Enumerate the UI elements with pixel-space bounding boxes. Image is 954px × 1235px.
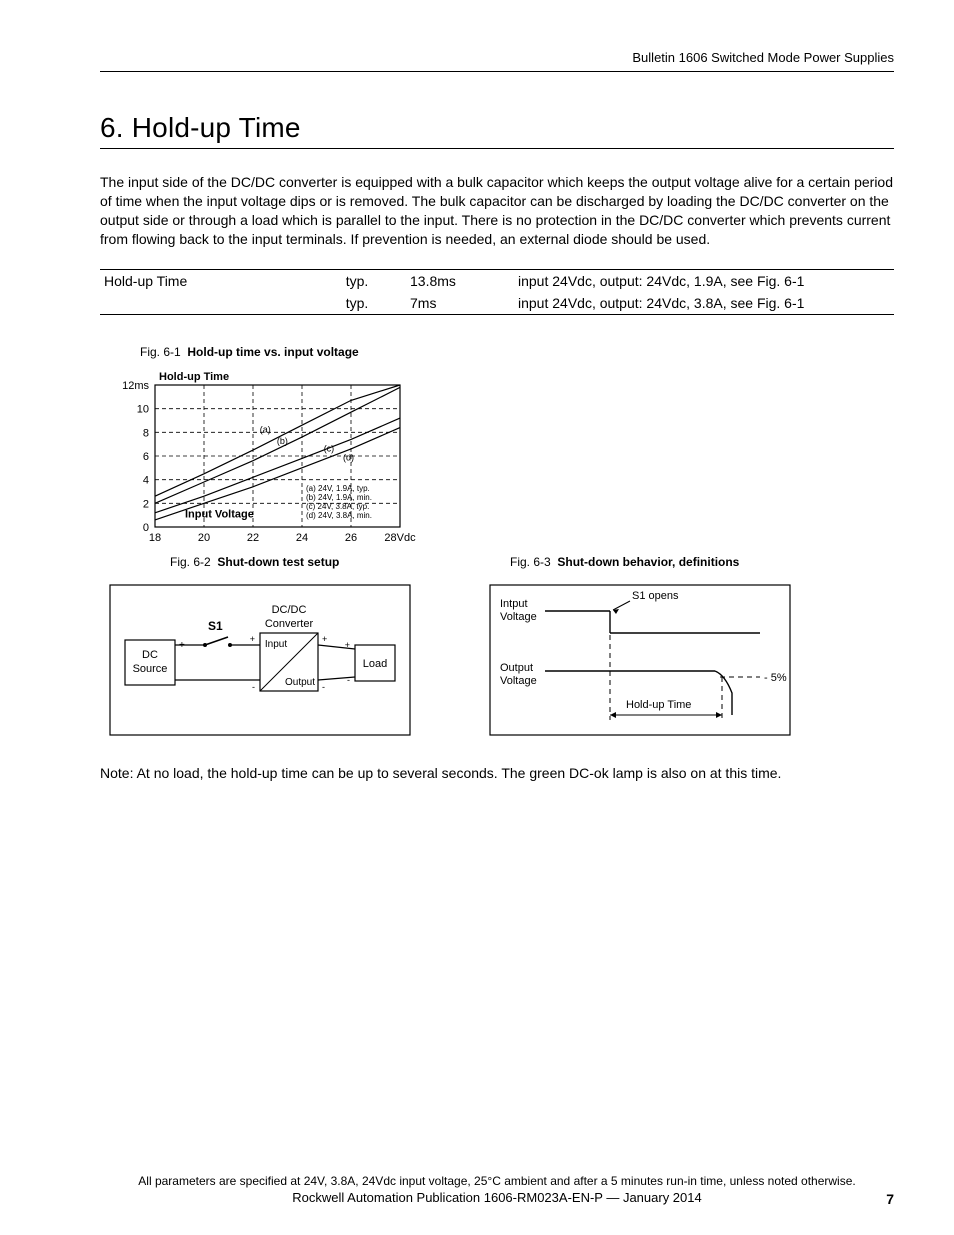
fig63-caption: Fig. 6-3 Shut-down behavior, definitions (480, 555, 800, 569)
svg-text:(a): (a) (260, 424, 271, 434)
svg-text:S1 opens: S1 opens (632, 590, 679, 602)
cell-param: Hold-up Time (100, 269, 308, 292)
svg-text:Voltage: Voltage (500, 611, 537, 623)
section-paragraph: The input side of the DC/DC converter is… (100, 173, 894, 249)
svg-text:+: + (345, 640, 350, 650)
fig62-caption: Fig. 6-2 Shut-down test setup (100, 555, 420, 569)
svg-text:Load: Load (363, 658, 387, 670)
figure-6-3: Fig. 6-3 Shut-down behavior, definitions… (480, 555, 800, 745)
svg-text:-: - (322, 682, 325, 692)
table-row: typ. 7ms input 24Vdc, output: 24Vdc, 3.8… (100, 292, 894, 315)
svg-text:6: 6 (143, 451, 149, 463)
svg-text:DC/DC: DC/DC (272, 604, 307, 616)
fig61-chart: 024681012ms182022242628Vdc(a)(b)(c)(d)Ho… (100, 365, 420, 555)
cell-typ: typ. (308, 269, 406, 292)
svg-text:Intput: Intput (500, 598, 528, 610)
page: Bulletin 1606 Switched Mode Power Suppli… (0, 0, 954, 1235)
footer-line2: Rockwell Automation Publication 1606-RM0… (100, 1190, 894, 1205)
fig63-diagram: IntputVoltageS1 opensOutputVoltage- 5%Ho… (480, 575, 800, 745)
svg-text:2: 2 (143, 498, 149, 510)
svg-text:26: 26 (345, 532, 357, 544)
figure-6-1: Fig. 6-1 Hold-up time vs. input voltage … (100, 345, 420, 555)
fig63-caption-pre: Fig. 6-3 (510, 555, 551, 569)
svg-text:Hold-up Time: Hold-up Time (159, 371, 229, 383)
svg-text:(c): (c) (324, 443, 335, 453)
svg-text:Source: Source (133, 663, 168, 675)
spec-table: Hold-up Time typ. 13.8ms input 24Vdc, ou… (100, 269, 894, 315)
fig62-caption-text: Shut-down test setup (217, 555, 339, 569)
fig61-caption-text: Hold-up time vs. input voltage (187, 345, 358, 359)
cell-typ: typ. (308, 292, 406, 315)
footer: All parameters are specified at 24V, 3.8… (100, 1174, 894, 1205)
svg-text:-: - (252, 682, 255, 692)
figure-6-2: Fig. 6-2 Shut-down test setup DC Source + -… (100, 555, 420, 745)
svg-text:(a) 24V, 1.9A, typ.: (a) 24V, 1.9A, typ. (306, 484, 370, 493)
svg-text:8: 8 (143, 427, 149, 439)
fig61-caption-pre: Fig. 6-1 (140, 345, 181, 359)
fig62-caption-pre: Fig. 6-2 (170, 555, 211, 569)
cell-param (100, 292, 308, 315)
svg-text:Hold-up Time: Hold-up Time (626, 699, 691, 711)
svg-text:24: 24 (296, 532, 308, 544)
svg-text:Input Voltage: Input Voltage (185, 508, 254, 520)
svg-text:(b): (b) (277, 436, 288, 446)
cell-val: 7ms (406, 292, 514, 315)
svg-text:28Vdc: 28Vdc (384, 532, 416, 544)
cell-val: 13.8ms (406, 269, 514, 292)
fig61-caption: Fig. 6-1 Hold-up time vs. input voltage (100, 345, 420, 359)
svg-text:Output: Output (500, 662, 533, 674)
svg-text:(b) 24V, 1.9A, min.: (b) 24V, 1.9A, min. (306, 493, 372, 502)
svg-text:+: + (250, 634, 255, 644)
svg-text:(d) 24V, 3.8A, min.: (d) 24V, 3.8A, min. (306, 511, 372, 520)
fig63-caption-text: Shut-down behavior, definitions (557, 555, 739, 569)
svg-text:-: - (347, 675, 350, 685)
svg-text:Input: Input (265, 639, 287, 650)
svg-text:- 5%: - 5% (764, 672, 787, 684)
svg-text:+: + (322, 634, 327, 644)
svg-text:12ms: 12ms (122, 380, 149, 392)
section-heading: 6. Hold-up Time (100, 112, 894, 144)
svg-text:10: 10 (137, 403, 149, 415)
table-row: Hold-up Time typ. 13.8ms input 24Vdc, ou… (100, 269, 894, 292)
svg-text:4: 4 (143, 474, 149, 486)
svg-text:(c) 24V, 3.8A, typ.: (c) 24V, 3.8A, typ. (306, 502, 369, 511)
svg-text:(d): (d) (343, 452, 354, 462)
svg-text:20: 20 (198, 532, 210, 544)
section-title: Hold-up Time (132, 112, 301, 143)
page-number: 7 (886, 1191, 894, 1207)
figure-row: Fig. 6-2 Shut-down test setup DC Source + -… (100, 555, 894, 745)
section-rule (100, 148, 894, 149)
running-header: Bulletin 1606 Switched Mode Power Suppli… (100, 50, 894, 65)
svg-text:Voltage: Voltage (500, 675, 537, 687)
section-number: 6. (100, 112, 124, 143)
svg-text:S1: S1 (208, 619, 223, 633)
svg-text:Output: Output (285, 677, 315, 688)
svg-text:18: 18 (149, 532, 161, 544)
svg-text:Converter: Converter (265, 618, 314, 630)
fig62-diagram: DC Source + - S1 DC/DC Converter Input Output + - +… (100, 575, 420, 745)
footer-line1: All parameters are specified at 24V, 3.8… (100, 1174, 894, 1188)
svg-text:22: 22 (247, 532, 259, 544)
header-rule (100, 71, 894, 72)
svg-text:DC: DC (142, 649, 158, 661)
cell-cond: input 24Vdc, output: 24Vdc, 3.8A, see Fi… (514, 292, 894, 315)
note-text: Note: At no load, the hold-up time can b… (100, 765, 894, 781)
cell-cond: input 24Vdc, output: 24Vdc, 1.9A, see Fi… (514, 269, 894, 292)
